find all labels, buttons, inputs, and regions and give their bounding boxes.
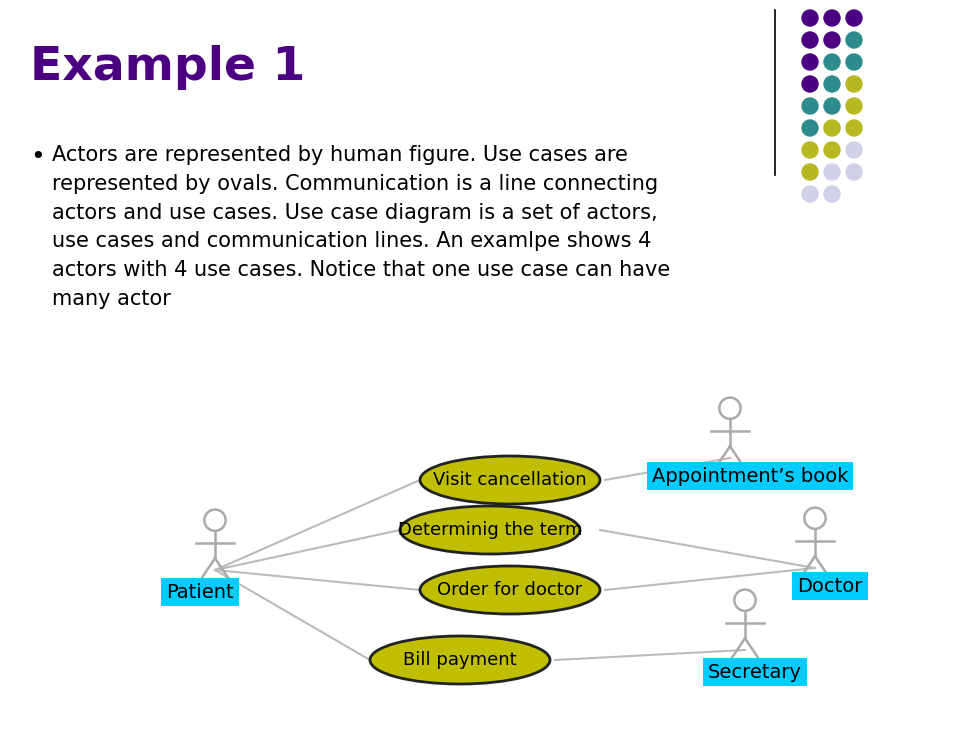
Circle shape bbox=[846, 54, 862, 70]
Circle shape bbox=[802, 98, 818, 114]
Circle shape bbox=[846, 98, 862, 114]
Text: Example 1: Example 1 bbox=[30, 46, 305, 90]
Circle shape bbox=[802, 120, 818, 136]
Ellipse shape bbox=[420, 566, 600, 614]
Circle shape bbox=[802, 54, 818, 70]
Text: Order for doctor: Order for doctor bbox=[438, 581, 583, 599]
Text: Visit cancellation: Visit cancellation bbox=[433, 471, 587, 489]
Circle shape bbox=[824, 98, 840, 114]
Circle shape bbox=[802, 76, 818, 92]
Text: Determinig the term: Determinig the term bbox=[397, 521, 583, 539]
Circle shape bbox=[824, 32, 840, 48]
Circle shape bbox=[824, 10, 840, 26]
Circle shape bbox=[824, 186, 840, 202]
Ellipse shape bbox=[400, 506, 580, 554]
Text: Patient: Patient bbox=[166, 583, 234, 601]
Circle shape bbox=[802, 164, 818, 180]
Circle shape bbox=[824, 54, 840, 70]
Text: •: • bbox=[30, 145, 45, 169]
Ellipse shape bbox=[420, 456, 600, 504]
Circle shape bbox=[824, 142, 840, 158]
Text: Actors are represented by human figure. Use cases are
represented by ovals. Comm: Actors are represented by human figure. … bbox=[52, 145, 670, 309]
Text: Bill payment: Bill payment bbox=[403, 651, 516, 669]
Ellipse shape bbox=[370, 636, 550, 684]
Circle shape bbox=[846, 76, 862, 92]
Circle shape bbox=[846, 32, 862, 48]
Text: Doctor: Doctor bbox=[798, 577, 863, 595]
Circle shape bbox=[846, 120, 862, 136]
Text: Appointment’s book: Appointment’s book bbox=[652, 466, 849, 486]
Circle shape bbox=[802, 186, 818, 202]
Circle shape bbox=[846, 142, 862, 158]
Text: Secretary: Secretary bbox=[708, 663, 802, 681]
Circle shape bbox=[802, 142, 818, 158]
Circle shape bbox=[846, 10, 862, 26]
Circle shape bbox=[824, 76, 840, 92]
Circle shape bbox=[846, 164, 862, 180]
Circle shape bbox=[802, 32, 818, 48]
Circle shape bbox=[802, 10, 818, 26]
Circle shape bbox=[824, 120, 840, 136]
Circle shape bbox=[824, 164, 840, 180]
